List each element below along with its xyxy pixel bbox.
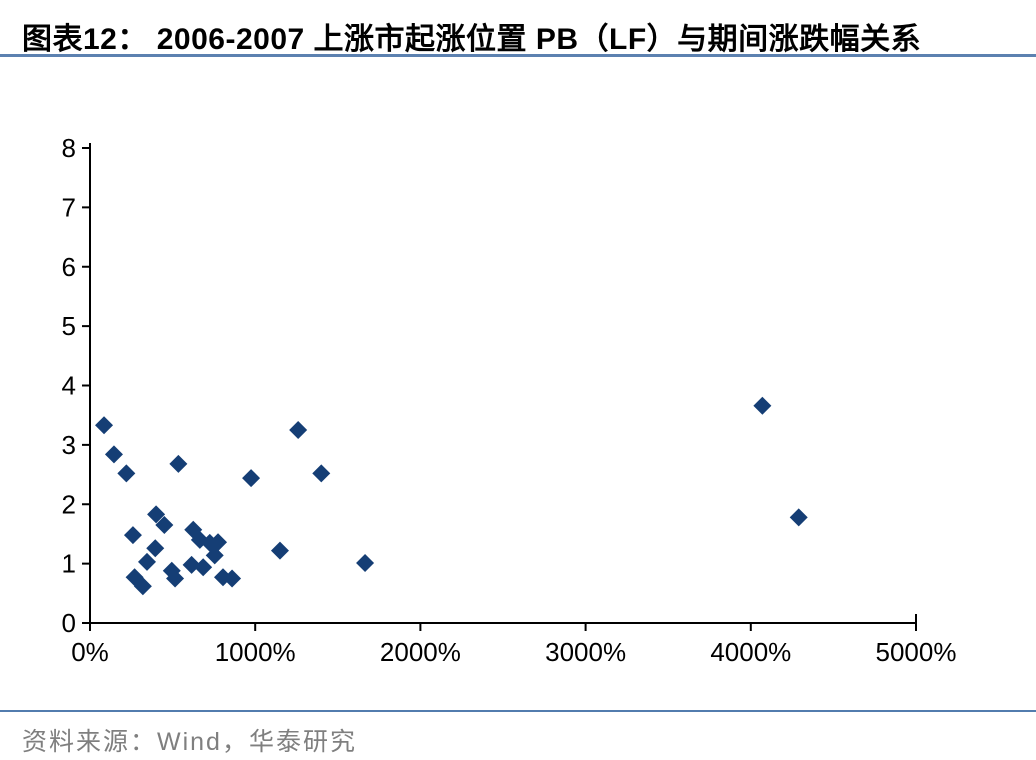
y-axis-tick-label: 0	[62, 608, 76, 638]
y-axis-tick-label: 4	[62, 371, 76, 401]
scatter-point	[166, 569, 185, 588]
scatter-point	[95, 416, 114, 435]
scatter-point	[194, 558, 213, 577]
y-axis-tick-label: 8	[62, 133, 76, 163]
figure-title: 图表12： 2006-2007 上涨市起涨位置 PB（LF）与期间涨跌幅关系	[22, 14, 1022, 58]
scatter-point	[209, 533, 228, 552]
scatter-point	[205, 546, 224, 565]
y-axis-tick-label: 6	[62, 252, 76, 282]
figure-label: 图表12：	[22, 23, 148, 56]
figure-title-text: 2006-2007 上涨市起涨位置 PB（LF）与期间涨跌幅关系	[156, 23, 922, 56]
scatter-point	[133, 577, 152, 596]
scatter-point	[169, 454, 188, 473]
title-divider	[0, 54, 1036, 57]
scatter-point	[137, 552, 156, 571]
scatter-point	[146, 539, 165, 558]
y-axis-tick-label: 5	[62, 311, 76, 341]
scatter-point	[147, 505, 166, 524]
scatter-point	[270, 541, 289, 560]
scatter-point	[104, 445, 123, 464]
x-axis-tick-label: 3000%	[545, 637, 626, 667]
x-axis-tick-label: 4000%	[710, 637, 791, 667]
source-line: 资料来源：Wind，华泰研究	[22, 722, 357, 758]
footer-divider	[0, 710, 1036, 712]
scatter-point	[356, 554, 375, 573]
y-axis-tick-label: 1	[62, 549, 76, 579]
x-axis-tick-label: 5000%	[876, 637, 957, 667]
scatter-point	[155, 516, 174, 535]
scatter-point	[789, 508, 808, 527]
y-axis-tick-label: 7	[62, 192, 76, 222]
scatter-point	[289, 421, 308, 440]
source-text: 资料来源：Wind，华泰研究	[22, 728, 357, 756]
x-axis-tick-label: 0%	[71, 637, 109, 667]
scatter-point	[123, 526, 142, 545]
scatter-point	[117, 464, 136, 483]
scatter-point	[753, 396, 772, 415]
scatter-point	[182, 555, 201, 574]
x-axis-tick-label: 2000%	[380, 637, 461, 667]
x-axis-tick-label: 1000%	[215, 637, 296, 667]
scatter-point	[223, 569, 242, 588]
y-axis-tick-label: 2	[62, 489, 76, 519]
scatter-point	[312, 464, 331, 483]
y-axis-tick-label: 3	[62, 430, 76, 460]
scatter-point	[242, 469, 261, 488]
